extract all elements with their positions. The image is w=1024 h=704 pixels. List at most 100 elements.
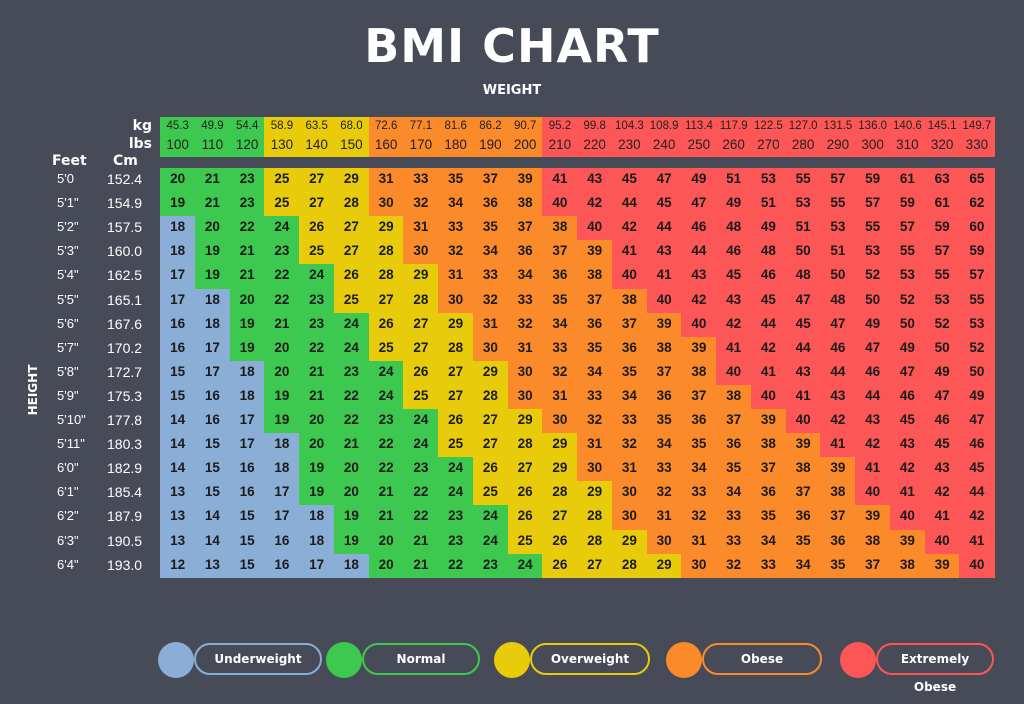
bmi-cell: 42: [750, 336, 787, 362]
bmi-cell: 21: [403, 553, 439, 579]
bmi-cell: 23: [299, 312, 335, 338]
bmi-cell: 20: [368, 553, 404, 579]
weight-kg-label: 145.1: [927, 120, 957, 132]
bmi-cell: 13: [160, 505, 196, 531]
weight-axis-title: WEIGHT: [482, 83, 542, 98]
bmi-cell: 31: [403, 216, 439, 241]
bmi-cell: 19: [333, 529, 370, 555]
bmi-cell: 17: [299, 553, 335, 579]
legend-swatch: [666, 642, 702, 678]
bmi-cell: 30: [472, 336, 509, 362]
bmi-cell: 17: [194, 360, 231, 386]
bmi-cell: 30: [507, 384, 543, 410]
bmi-cell: 52: [889, 288, 926, 314]
bmi-cell: 20: [264, 336, 300, 362]
bmi-cell: 40: [959, 553, 995, 579]
bmi-cell: 23: [264, 240, 300, 265]
legend-swatch: [840, 642, 876, 678]
weight-lbs-label: 330: [965, 137, 989, 152]
bmi-cell: 20: [194, 216, 231, 241]
bmi-cell: 30: [646, 529, 682, 555]
legend-swatch: [158, 642, 194, 678]
height-feet-label: 5'2": [57, 219, 79, 235]
weight-header-column: 49.9 110: [194, 117, 231, 157]
bmi-cell: 49: [855, 312, 891, 338]
height-cm-label: 182.9: [107, 460, 143, 477]
height-cm-label: 175.3: [107, 387, 143, 404]
bmi-cell: 18: [160, 216, 196, 241]
weight-lbs-label: 260: [722, 137, 745, 152]
bmi-cell: 34: [577, 360, 613, 386]
weight-kg-label: 54.4: [235, 120, 259, 132]
bmi-cell: 38: [507, 192, 543, 217]
bmi-cell: 26: [438, 409, 474, 434]
bmi-cell: 34: [472, 240, 509, 265]
bmi-cell: 14: [160, 457, 196, 482]
bmi-cell: 46: [889, 384, 926, 410]
bmi-cell: 55: [959, 288, 995, 314]
weight-kg-label: 99.8: [583, 120, 606, 132]
bmi-cell: 23: [403, 457, 439, 482]
weight-header-column: 108.9 240: [646, 117, 682, 157]
weight-kg-label: 136.0: [858, 120, 888, 132]
bmi-cell: 33: [577, 384, 613, 410]
bmi-cell: 25: [507, 529, 543, 555]
bmi-cell: 45: [889, 409, 926, 434]
bmi-cell: 33: [472, 264, 509, 290]
bmi-cell: 49: [924, 360, 960, 386]
bmi-cell: 16: [160, 312, 196, 338]
bmi-cell: 31: [472, 312, 509, 338]
weight-header-column: 68.0 150: [333, 117, 370, 157]
weight-header-column: 113.4 250: [681, 117, 717, 157]
bmi-cell: 21: [194, 168, 231, 193]
bmi-cell: 29: [577, 481, 613, 506]
bmi-cell: 48: [716, 216, 752, 241]
bmi-cell: 42: [889, 457, 926, 482]
bmi-cell: 22: [229, 216, 265, 241]
bmi-cell: 27: [438, 384, 474, 410]
bmi-cell: 35: [681, 433, 717, 458]
bmi-cell: 30: [368, 192, 404, 217]
weight-kg-label: 81.6: [444, 120, 467, 132]
bmi-cell: 33: [403, 168, 439, 193]
bmi-cell: 55: [855, 216, 891, 241]
bmi-cell: 40: [924, 529, 960, 555]
bmi-cell: 42: [611, 216, 648, 241]
bmi-cell: 41: [646, 264, 682, 290]
bmi-cell: 24: [403, 433, 439, 458]
bmi-cell: 34: [611, 384, 648, 410]
bmi-cell: 15: [194, 481, 231, 506]
bmi-cell: 23: [229, 168, 265, 193]
weight-lbs-label: 100: [166, 137, 189, 152]
bmi-cell: 48: [785, 264, 821, 290]
bmi-cell: 38: [542, 216, 578, 241]
bmi-cell: 19: [264, 409, 300, 434]
weight-kg-label: 90.7: [513, 120, 537, 132]
bmi-cell: 20: [264, 360, 300, 386]
height-cm-label: 180.3: [107, 436, 143, 453]
feet-column-label: Feet: [52, 153, 87, 169]
bmi-cell: 38: [785, 457, 821, 482]
bmi-cell: 38: [646, 336, 682, 362]
bmi-cell: 34: [785, 553, 821, 579]
bmi-cell: 32: [542, 360, 578, 386]
height-cm-label: 187.9: [107, 508, 143, 525]
bmi-cell: 41: [750, 360, 787, 386]
bmi-cell: 23: [333, 360, 370, 386]
bmi-cell: 44: [959, 481, 995, 506]
bmi-cell: 28: [507, 433, 543, 458]
bmi-cell: 49: [681, 168, 717, 193]
bmi-cell: 18: [194, 288, 231, 314]
bmi-cell: 36: [646, 384, 682, 410]
bmi-cell: 34: [750, 529, 787, 555]
bmi-cell: 25: [368, 336, 404, 362]
bmi-cell: 18: [229, 384, 265, 410]
bmi-cell: 24: [368, 384, 404, 410]
bmi-cell: 37: [681, 384, 717, 410]
bmi-cell: 46: [820, 336, 856, 362]
bmi-cell: 37: [820, 505, 856, 531]
bmi-cell: 21: [229, 240, 265, 265]
bmi-cell: 17: [160, 288, 196, 314]
bmi-cell: 45: [716, 264, 752, 290]
bmi-cell: 21: [299, 384, 335, 410]
